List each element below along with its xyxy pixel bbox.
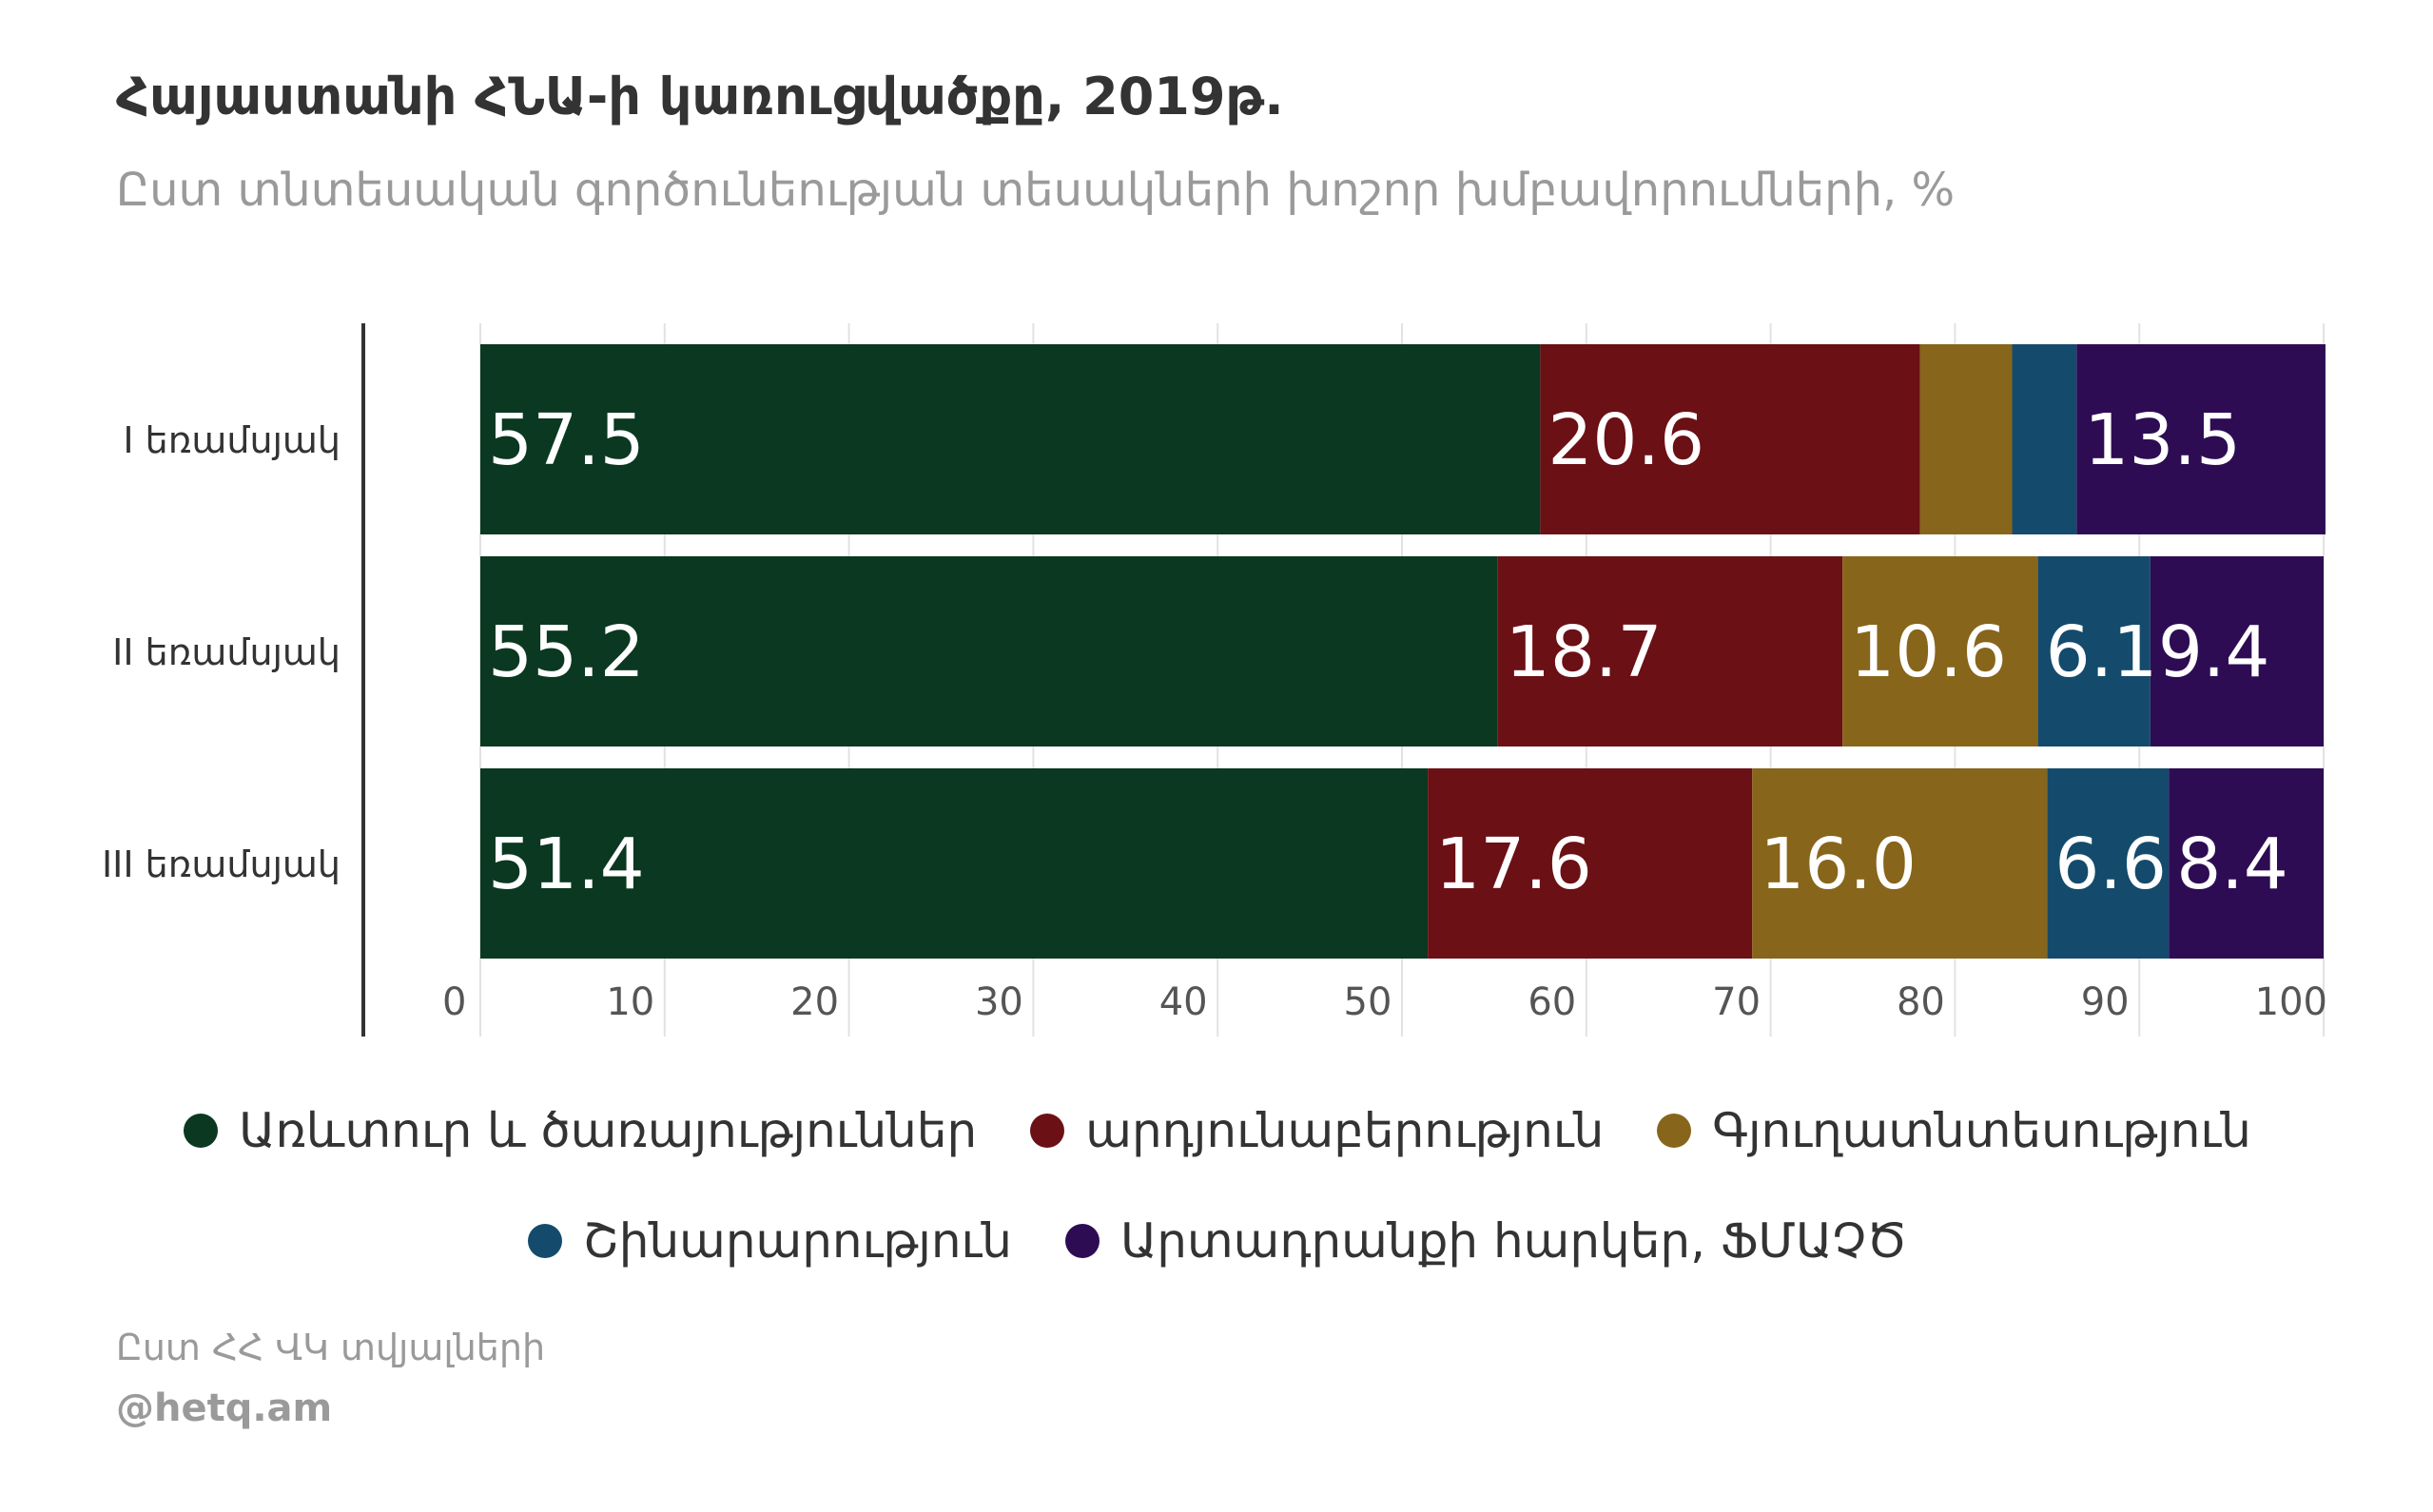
legend-swatch bbox=[527, 1224, 562, 1258]
bar-segment bbox=[2150, 556, 2324, 746]
bar-segment bbox=[480, 768, 1429, 959]
legend-swatch bbox=[1064, 1224, 1100, 1258]
bar-value-label: 13.5 bbox=[2084, 399, 2241, 481]
bar-value-label: 6.6 bbox=[2054, 824, 2167, 905]
x-tick-label: 10 bbox=[606, 980, 654, 1024]
bar-segment bbox=[2169, 768, 2324, 959]
bar-segment bbox=[480, 556, 1498, 746]
x-tick-label: 60 bbox=[1528, 980, 1576, 1024]
bar-segment bbox=[1919, 344, 2013, 534]
bar-value-label: 20.6 bbox=[1547, 399, 1704, 481]
x-tick-label: 0 bbox=[442, 980, 466, 1024]
legend-label: Առևտուր և ծառայություններ bbox=[239, 1103, 978, 1158]
x-tick-label: 30 bbox=[975, 980, 1023, 1024]
bar-segment bbox=[1752, 768, 2048, 959]
legend-item-construction: Շինարարություն bbox=[527, 1213, 1012, 1269]
bar-value-label: 10.6 bbox=[1850, 611, 2007, 693]
bar-value-label: 6.1 bbox=[2046, 611, 2158, 693]
bar-value-label: 16.0 bbox=[1760, 824, 1917, 905]
x-tick-label: 90 bbox=[2081, 980, 2130, 1024]
legend-swatch bbox=[184, 1114, 219, 1148]
bar-value-label: 51.4 bbox=[488, 824, 645, 905]
y-category-label: I եռամսյակ bbox=[123, 419, 341, 461]
x-tick-label: 50 bbox=[1344, 980, 1392, 1024]
y-category-label: II եռամսյակ bbox=[112, 631, 341, 673]
legend-swatch bbox=[1030, 1114, 1065, 1148]
chart-subtitle: Ըստ տնտեսական գործունեության տեսակների խ… bbox=[116, 164, 1956, 217]
x-tick-label: 20 bbox=[790, 980, 839, 1024]
legend-row-2: Շինարարություն Արտադրանքի հարկեր, ՖՄԱՉԾ bbox=[76, 1213, 2359, 1269]
bar-segment bbox=[1428, 768, 1753, 959]
bar-value-label: 8.4 bbox=[2176, 824, 2288, 905]
credit-link[interactable]: @hetq.am bbox=[116, 1386, 333, 1430]
bar-value-label: 57.5 bbox=[488, 399, 645, 481]
bar-segment bbox=[1842, 556, 2038, 746]
bar-segment bbox=[2076, 344, 2326, 534]
legend-swatch bbox=[1657, 1114, 1692, 1148]
bar-value-label: 17.6 bbox=[1435, 824, 1592, 905]
x-tick-label: 70 bbox=[1712, 980, 1761, 1024]
legend-row-1: Առևտուր և ծառայություններ արդյունաբերութ… bbox=[76, 1103, 2359, 1158]
bar-segment bbox=[2012, 344, 2077, 534]
x-tick-label: 40 bbox=[1159, 980, 1208, 1024]
legend-item-agriculture: Գյուղատնտեսություն bbox=[1657, 1103, 2251, 1158]
bar-segment bbox=[1497, 556, 1843, 746]
legend-item-trade-services: Առևտուր և ծառայություններ bbox=[184, 1103, 977, 1158]
legend-label: Գյուղատնտեսություն bbox=[1712, 1103, 2251, 1158]
bar-value-label: 9.4 bbox=[2158, 611, 2270, 693]
bar-segment bbox=[480, 344, 1541, 534]
bar-segment bbox=[2037, 556, 2151, 746]
legend-label: արդյունաբերություն bbox=[1085, 1103, 1605, 1158]
source-note: Ըստ ՀՀ ՎԿ տվյալների bbox=[116, 1327, 546, 1368]
bar-segment bbox=[2047, 768, 2170, 959]
legend-item-industry: արդյունաբերություն bbox=[1030, 1103, 1604, 1158]
bar-segment bbox=[1540, 344, 1920, 534]
chart-title: Հայաստանի ՀՆԱ-ի կառուցվածքը, 2019թ. bbox=[116, 67, 1284, 126]
x-tick-label: 80 bbox=[1897, 980, 1945, 1024]
legend-label: Շինարարություն bbox=[582, 1213, 1012, 1269]
x-tick-label: 100 bbox=[2255, 980, 2327, 1024]
bar-value-label: 55.2 bbox=[488, 611, 645, 693]
y-category-label: III եռամսյակ bbox=[102, 843, 341, 885]
legend-label: Արտադրանքի հարկեր, ՖՄԱՉԾ bbox=[1119, 1213, 1908, 1269]
legend-item-product-taxes: Արտադրանքի հարկեր, ՖՄԱՉԾ bbox=[1064, 1213, 1908, 1269]
bar-value-label: 18.7 bbox=[1506, 611, 1663, 693]
